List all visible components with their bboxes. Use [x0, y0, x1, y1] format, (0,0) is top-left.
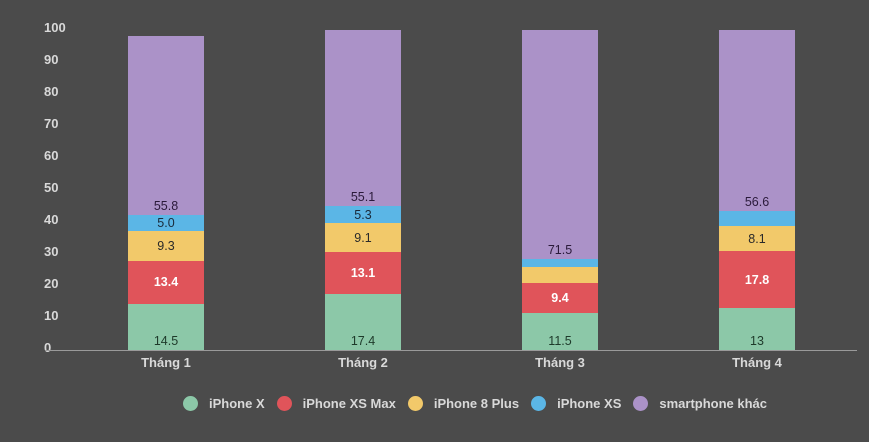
data-label: 14.5: [153, 334, 179, 348]
bar-segment[interactable]: 55.1: [325, 30, 401, 207]
legend-dot-icon: [407, 396, 423, 411]
legend-item[interactable]: smartphone khác: [633, 396, 767, 411]
x-tick-label: Tháng 3: [535, 355, 585, 370]
y-tick-label: 40: [44, 212, 59, 227]
y-tick-label: 10: [44, 308, 59, 323]
x-axis-line: [45, 350, 857, 351]
data-label: 5.0: [157, 215, 175, 230]
data-label: 5.3: [354, 207, 372, 222]
y-tick-label: 70: [44, 116, 59, 131]
x-tick-label: Tháng 4: [732, 355, 782, 370]
data-label: 17.4: [350, 334, 376, 348]
data-label: 71.5: [547, 243, 573, 258]
data-label: 17.8: [744, 272, 770, 287]
legend-dot-icon: [276, 396, 292, 411]
data-label: 55.1: [350, 190, 376, 205]
bar-segment[interactable]: 13.1: [325, 252, 401, 295]
legend-item[interactable]: iPhone X: [183, 396, 265, 411]
bar-segment[interactable]: 71.5: [522, 30, 598, 260]
bar-segment[interactable]: 56.6: [719, 30, 795, 212]
y-tick-label: 100: [44, 20, 66, 35]
data-label: 8.1: [748, 231, 766, 246]
bar-segment[interactable]: 5.3: [325, 206, 401, 224]
legend-dot-icon: [633, 396, 649, 411]
bar-segment[interactable]: 9.4: [522, 283, 598, 314]
bar-segment[interactable]: 11.5: [522, 313, 598, 350]
legend-dot-icon: [183, 396, 198, 411]
x-tick-label: Tháng 1: [141, 355, 191, 370]
data-label: 9.4: [551, 291, 569, 306]
bar-segment[interactable]: 5.0: [128, 214, 204, 231]
data-label: 13.4: [153, 275, 179, 290]
bar-segment[interactable]: 8.1: [719, 225, 795, 252]
bar-segment[interactable]: [522, 259, 598, 268]
data-label: 13.1: [350, 266, 376, 281]
data-label: 55.8: [153, 198, 179, 213]
data-label: 9.3: [157, 238, 175, 253]
bar-segment[interactable]: 13: [719, 308, 795, 350]
y-tick-label: 20: [44, 276, 59, 291]
legend-item[interactable]: iPhone XS: [531, 396, 621, 411]
legend: iPhone X iPhone XS Max iPhone 8 Plus iPhone…: [183, 396, 779, 411]
bar-1[interactable]: 14.5 13.4 9.3 5.0 55.8: [128, 36, 204, 350]
bar-segment[interactable]: 9.3: [128, 230, 204, 261]
legend-label: iPhone 8 Plus: [433, 396, 520, 411]
bar-3[interactable]: 11.5 9.4 71.5: [522, 30, 598, 350]
legend-dot-icon: [531, 396, 547, 411]
legend-item[interactable]: iPhone XS Max: [276, 396, 396, 411]
y-tick-label: 0: [44, 340, 52, 355]
data-label: 13: [750, 334, 764, 348]
legend-label: iPhone XS: [557, 396, 622, 411]
bar-segment[interactable]: 17.8: [719, 251, 795, 309]
bar-2[interactable]: 17.4 13.1 9.1 5.3 55.1: [325, 30, 401, 350]
legend-label: iPhone XS Max: [302, 396, 396, 411]
y-tick-label: 80: [44, 84, 59, 99]
legend-item[interactable]: iPhone 8 Plus: [407, 396, 520, 411]
bar-segment[interactable]: [719, 211, 795, 226]
bar-segment[interactable]: 14.5: [128, 303, 204, 350]
bar-segment[interactable]: 17.4: [325, 294, 401, 350]
bar-4[interactable]: 13 17.8 8.1 56.6: [719, 30, 795, 350]
data-label: 56.6: [744, 195, 770, 210]
data-label: 11.5: [548, 334, 572, 348]
bar-segment[interactable]: 55.8: [128, 36, 204, 215]
y-tick-label: 90: [44, 52, 59, 67]
legend-label: iPhone X: [209, 396, 265, 411]
data-label: 9.1: [354, 230, 372, 245]
y-tick-label: 60: [44, 148, 59, 163]
y-tick-label: 50: [44, 180, 59, 195]
y-tick-label: 30: [44, 244, 59, 259]
x-tick-label: Tháng 2: [338, 355, 388, 370]
legend-label: smartphone khác: [659, 396, 768, 411]
bar-segment[interactable]: [522, 267, 598, 284]
bar-segment[interactable]: 9.1: [325, 223, 401, 253]
bar-segment[interactable]: 13.4: [128, 260, 204, 304]
